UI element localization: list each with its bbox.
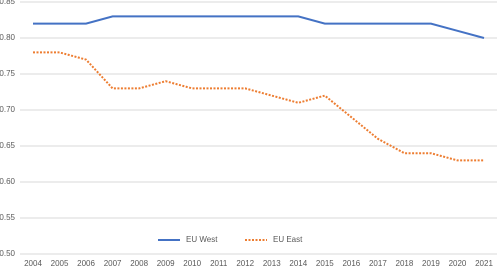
- x-tick-label: 2016: [342, 259, 360, 268]
- x-tick-label: 2017: [369, 259, 387, 268]
- y-tick-label: 0.55: [0, 213, 16, 222]
- y-tick-label: 0.80: [0, 33, 16, 42]
- series-line: [33, 51, 484, 162]
- x-tick-label: 2020: [449, 259, 467, 268]
- y-tick-label: 0.75: [0, 69, 16, 78]
- series-line: [33, 15, 485, 39]
- x-tick-label: 2013: [263, 259, 281, 268]
- legend-label: EU East: [273, 235, 303, 244]
- x-tick-label: 2009: [157, 259, 175, 268]
- x-tick-label: 2018: [396, 259, 414, 268]
- x-tick-label: 2015: [316, 259, 334, 268]
- x-tick-label: 2019: [422, 259, 440, 268]
- legend-label: EU West: [186, 235, 218, 244]
- x-tick-label: 2005: [51, 259, 69, 268]
- x-tick-label: 2011: [210, 259, 228, 268]
- x-tick-label: 2012: [236, 259, 254, 268]
- y-tick-label: 0.85: [0, 0, 16, 6]
- x-tick-label: 2021: [475, 259, 493, 268]
- x-tick-label: 2007: [104, 259, 122, 268]
- x-tick-label: 2008: [130, 259, 148, 268]
- y-tick-label: 0.60: [0, 177, 16, 186]
- x-tick-label: 2006: [77, 259, 95, 268]
- y-tick-label: 0.50: [0, 249, 16, 258]
- y-tick-label: 0.70: [0, 105, 16, 114]
- x-tick-label: 2010: [183, 259, 201, 268]
- x-tick-label: 2004: [24, 259, 42, 268]
- y-tick-label: 0.65: [0, 141, 16, 150]
- x-tick-label: 2014: [289, 259, 307, 268]
